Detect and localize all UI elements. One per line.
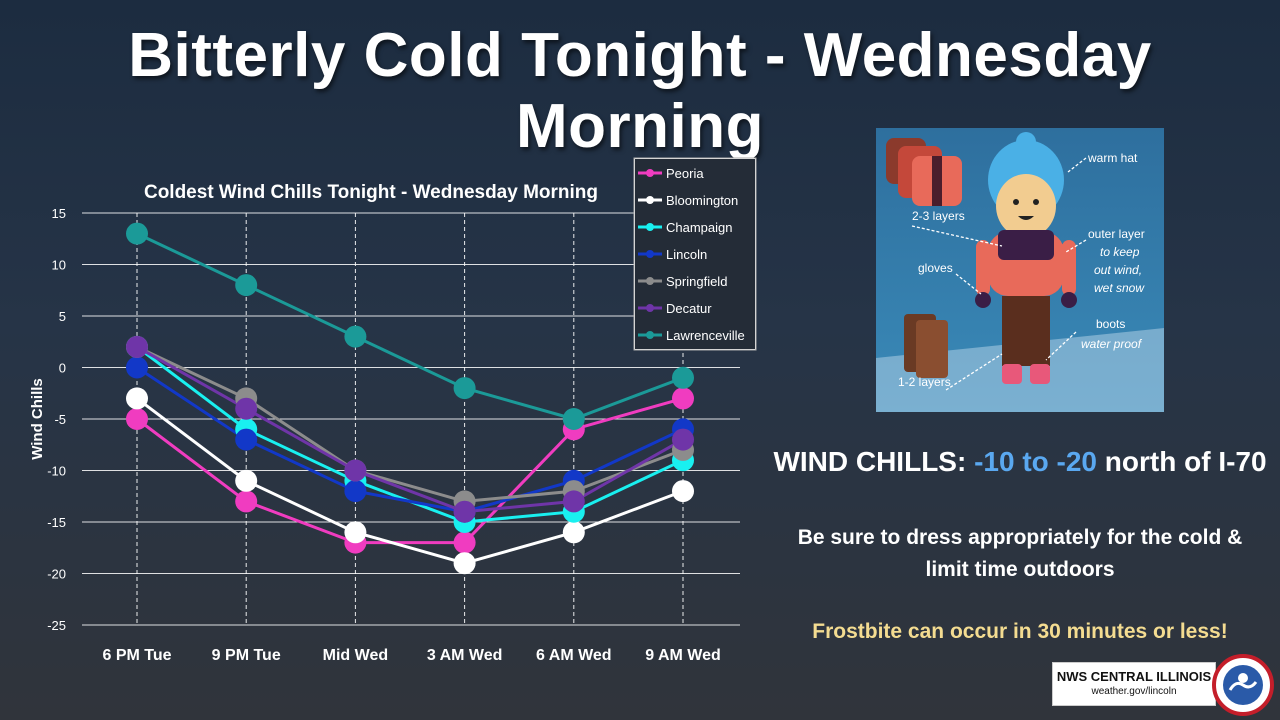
x-tick-label: Mid Wed [323, 647, 388, 664]
y-axis-label: Wind Chills [29, 378, 46, 460]
legend-marker-decatur [646, 304, 654, 312]
y-tick-label: -20 [47, 567, 66, 582]
data-point-lawrenceville [235, 274, 258, 297]
child-figure-icon [975, 132, 1077, 384]
legend-label-lawrenceville: Lawrenceville [666, 328, 745, 343]
data-point-decatur [562, 490, 585, 513]
callout-lines [911, 157, 1087, 391]
wind-chill-summary: WIND CHILLS: -10 to -20 north of I-70 [770, 446, 1270, 478]
legend-marker-springfield [646, 277, 654, 285]
data-point-peoria [672, 387, 694, 410]
series-line-springfield [136, 345, 684, 503]
y-tick-label: -15 [47, 515, 66, 530]
y-tick-label: 15 [52, 206, 66, 221]
nws-seal-icon [1212, 654, 1274, 716]
label-gloves: gloves [918, 261, 953, 275]
data-point-decatur [344, 459, 367, 482]
label-1-2-layers: 1-2 layers [898, 375, 951, 389]
y-tick-label: 10 [52, 258, 66, 273]
label-water-proof: water proof [1081, 337, 1143, 351]
y-tick-label: -10 [47, 464, 66, 479]
y-tick-label: -5 [54, 412, 66, 427]
label-2-3-layers: 2-3 layers [912, 209, 965, 223]
wind-chill-suffix: north of I-70 [1097, 446, 1267, 477]
data-point-lawrenceville [672, 366, 694, 389]
chart-title: Coldest Wind Chills Tonight - Wednesday … [144, 182, 598, 203]
data-point-lincoln [235, 428, 258, 451]
dress-for-cold-illustration: warm hat 2-3 layers outer layer to keep … [876, 128, 1164, 412]
dress-advice: Be sure to dress appropriately for the c… [797, 526, 1243, 581]
data-point-lincoln [344, 480, 367, 503]
legend-label-champaign: Champaign [666, 220, 733, 235]
legend-label-decatur: Decatur [666, 301, 712, 316]
data-point-decatur [672, 428, 694, 451]
legend-label-lincoln: Lincoln [666, 247, 707, 262]
jacket-icon [886, 138, 962, 206]
data-point-lawrenceville [344, 325, 367, 348]
label-outer-layer: outer layer [1088, 227, 1145, 241]
nws-logo-box: NWS CENTRAL ILLINOIS weather.gov/lincoln [1052, 662, 1216, 706]
label-out-wind: out wind, [1094, 263, 1142, 277]
legend-marker-lincoln [646, 250, 654, 258]
data-point-peoria [453, 531, 476, 554]
legend-marker-champaign [646, 223, 654, 231]
logo-line-2: weather.gov/lincoln [1091, 686, 1177, 697]
data-point-bloomington [453, 552, 476, 575]
data-point-bloomington [672, 480, 694, 503]
data-point-bloomington [126, 387, 148, 410]
data-point-peoria [235, 490, 258, 513]
series-line-champaign [136, 345, 684, 524]
wind-chill-chart: Coldest Wind Chills Tonight - Wednesday … [29, 157, 757, 664]
x-tick-label: 9 AM Wed [645, 647, 721, 664]
data-point-bloomington [235, 469, 258, 492]
wind-chill-range: -10 to -20 [974, 446, 1098, 477]
logo-line-1: NWS CENTRAL ILLINOIS [1056, 669, 1212, 684]
wind-chill-prefix: WIND CHILLS: [773, 446, 975, 477]
data-point-lincoln [126, 356, 148, 379]
series-line-bloomington [136, 397, 684, 565]
series-line-lawrenceville [136, 232, 684, 421]
series-line-peoria [136, 396, 684, 545]
data-point-bloomington [562, 521, 585, 544]
data-point-peoria [126, 408, 148, 430]
data-point-lawrenceville [453, 377, 476, 400]
data-point-decatur [453, 500, 476, 523]
data-point-lawrenceville [562, 408, 585, 430]
x-tick-label: 6 PM Tue [102, 647, 171, 664]
page-title: Bitterly Cold Tonight - Wednesday Mornin… [128, 21, 1152, 161]
data-point-decatur [235, 397, 258, 420]
legend-marker-lawrenceville [646, 331, 654, 339]
data-point-bloomington [344, 521, 367, 544]
y-tick-label: -25 [47, 618, 66, 633]
data-point-decatur [126, 335, 148, 358]
pants-icon [904, 314, 948, 378]
legend-marker-bloomington [646, 196, 654, 204]
label-wet-snow: wet snow [1094, 281, 1145, 295]
data-point-lawrenceville [126, 222, 148, 245]
series-line-lincoln [136, 366, 684, 514]
label-boots: boots [1096, 317, 1125, 331]
label-to-keep: to keep [1100, 245, 1140, 259]
x-tick-label: 6 AM Wed [536, 647, 612, 664]
y-tick-label: 0 [59, 361, 66, 376]
y-tick-label: 5 [59, 309, 66, 324]
x-tick-label: 9 PM Tue [212, 647, 281, 664]
frostbite-warning: Frostbite can occur in 30 minutes or les… [812, 620, 1228, 643]
series-line-decatur [136, 345, 684, 514]
legend-label-peoria: Peoria [666, 166, 704, 181]
legend-label-bloomington: Bloomington [666, 193, 738, 208]
x-tick-label: 3 AM Wed [427, 647, 503, 664]
legend-label-springfield: Springfield [666, 274, 727, 289]
legend-marker-peoria [646, 169, 654, 177]
label-warm-hat: warm hat [1087, 151, 1138, 165]
